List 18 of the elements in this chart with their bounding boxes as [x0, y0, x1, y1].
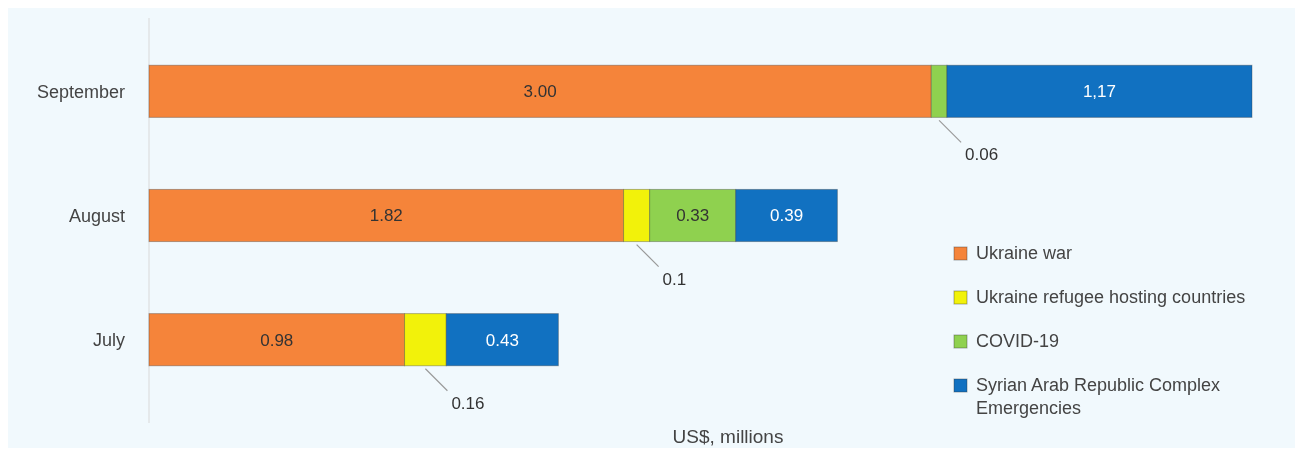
- data-label: 3.00: [523, 82, 557, 102]
- x-axis-title: US$, millions: [672, 426, 784, 447]
- data-label: 0.1: [662, 269, 687, 289]
- y-tick-label: August: [68, 205, 125, 226]
- legend-label: Syrian Arab Republic Complex Emergencies: [976, 375, 1221, 418]
- data-label: 0.33: [676, 206, 710, 226]
- data-label: 1,17: [1082, 82, 1116, 102]
- data-label: 0.43: [485, 330, 519, 350]
- legend-label: COVID-19: [976, 331, 1060, 352]
- data-label: 1.82: [369, 206, 403, 226]
- data-label: 0.16: [451, 393, 485, 413]
- y-tick-label: September: [36, 81, 125, 102]
- y-tick-label: July: [92, 329, 125, 350]
- data-label: 0.39: [770, 206, 804, 226]
- legend-label: Ukraine refugee hosting countries: [976, 287, 1246, 308]
- data-label: 0.98: [260, 330, 294, 350]
- data-label: 0.06: [965, 145, 999, 165]
- legend-label: Ukraine war: [976, 243, 1073, 264]
